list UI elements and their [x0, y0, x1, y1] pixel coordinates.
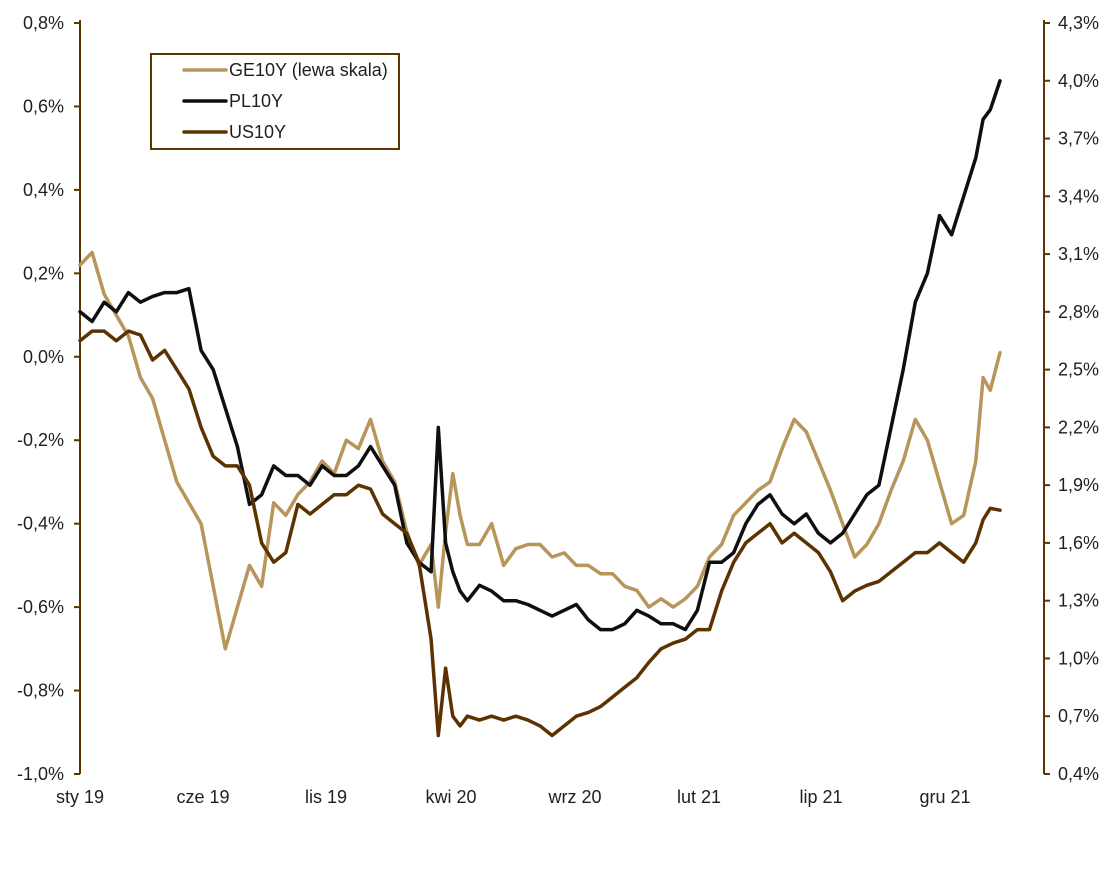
left-axis-ticks: -1,0% -0,8% -0,6% -0,4% -0,2% 0,0% 0,2% 0,4% 0,6… — [17, 13, 80, 784]
right-axis-tick-label: 1,6% — [1058, 533, 1099, 553]
right-axis-tick-label: 1,3% — [1058, 591, 1099, 611]
x-axis-tick-label: wrz 20 — [547, 787, 601, 807]
x-axis-tick-label: cze 19 — [176, 787, 229, 807]
right-axis-tick-label: 3,4% — [1058, 186, 1099, 206]
left-axis-tick-label: -0,6% — [17, 597, 64, 617]
x-axis-tick-label: kwi 20 — [425, 787, 476, 807]
left-axis-tick-label: 0,8% — [23, 13, 64, 33]
right-axis-tick-label: 4,0% — [1058, 71, 1099, 91]
right-axis-tick-label: 2,8% — [1058, 302, 1099, 322]
left-axis-tick-label: -0,2% — [17, 430, 64, 450]
x-axis-tick-label: lut 21 — [677, 787, 721, 807]
left-axis-tick-label: -0,8% — [17, 681, 64, 701]
x-axis-ticks: sty 19 cze 19 lis 19 kwi 20 wrz 20 lut 21 lip … — [56, 787, 971, 807]
right-axis-tick-label: 1,9% — [1058, 475, 1099, 495]
right-axis-tick-label: 1,0% — [1058, 648, 1099, 668]
legend: GE10Y (lewa skala) PL10Y US10Y — [150, 53, 400, 150]
left-axis-tick-label: -1,0% — [17, 764, 64, 784]
legend-label-pl10y: PL10Y — [229, 91, 283, 111]
x-axis-tick-label: lip 21 — [799, 787, 842, 807]
right-axis-tick-label: 2,2% — [1058, 417, 1099, 437]
x-axis-tick-label: lis 19 — [305, 787, 347, 807]
x-axis-tick-label: gru 21 — [919, 787, 970, 807]
series-lines — [78, 79, 1002, 738]
right-axis-tick-label: 0,4% — [1058, 764, 1099, 784]
series-line-pl10y — [78, 79, 1002, 632]
left-axis-tick-label: -0,4% — [17, 514, 64, 534]
series-line-us10y — [78, 329, 1002, 738]
left-axis-tick-label: 0,4% — [23, 180, 64, 200]
right-axis-tick-label: 4,3% — [1058, 13, 1099, 33]
right-axis-tick-label: 0,7% — [1058, 706, 1099, 726]
legend-label-ge10y: GE10Y (lewa skala) — [229, 60, 388, 80]
left-axis-tick-label: 0,6% — [23, 96, 64, 116]
right-axis-ticks: 0,4% 0,7% 1,0% 1,3% 1,6% 1,9% 2,2% 2,5% 2,8% 3,1%… — [1044, 13, 1099, 784]
legend-label-us10y: US10Y — [229, 122, 286, 142]
series-line-ge10y-lewa-skala — [78, 250, 1002, 651]
left-axis-tick-label: 0,0% — [23, 347, 64, 367]
right-axis-tick-label: 3,7% — [1058, 129, 1099, 149]
x-axis-tick-label: sty 19 — [56, 787, 104, 807]
right-axis-tick-label: 3,1% — [1058, 244, 1099, 264]
left-axis-tick-label: 0,2% — [23, 263, 64, 283]
right-axis-tick-label: 2,5% — [1058, 360, 1099, 380]
